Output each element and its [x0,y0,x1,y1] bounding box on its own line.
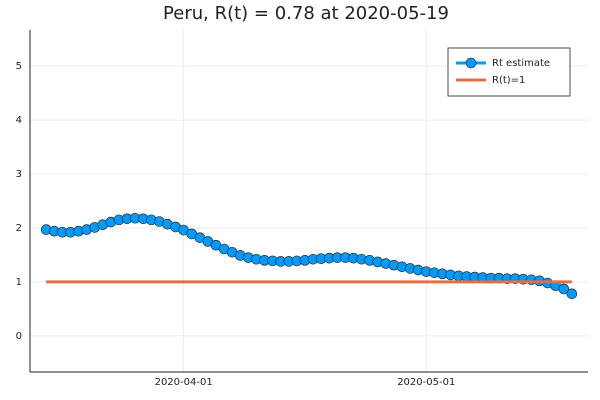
y-tick-label: 0 [16,331,22,342]
y-tick-label: 1 [16,277,22,288]
y-tick-label: 5 [16,61,22,72]
y-tick-label: 2 [16,223,22,234]
legend-label: R(t)=1 [492,75,525,86]
x-tick-label: 2020-04-01 [155,377,213,388]
chart-title: Peru, R(t) = 0.78 at 2020-05-19 [163,3,449,24]
marker [558,283,570,295]
y-tick-label: 4 [16,115,22,126]
legend-marker [465,57,477,69]
marker [566,288,578,300]
legend-label: Rt estimate [492,58,550,69]
legend-box [447,47,571,97]
x-tick-label: 2020-05-01 [397,377,455,388]
y-tick-label: 3 [16,169,22,180]
